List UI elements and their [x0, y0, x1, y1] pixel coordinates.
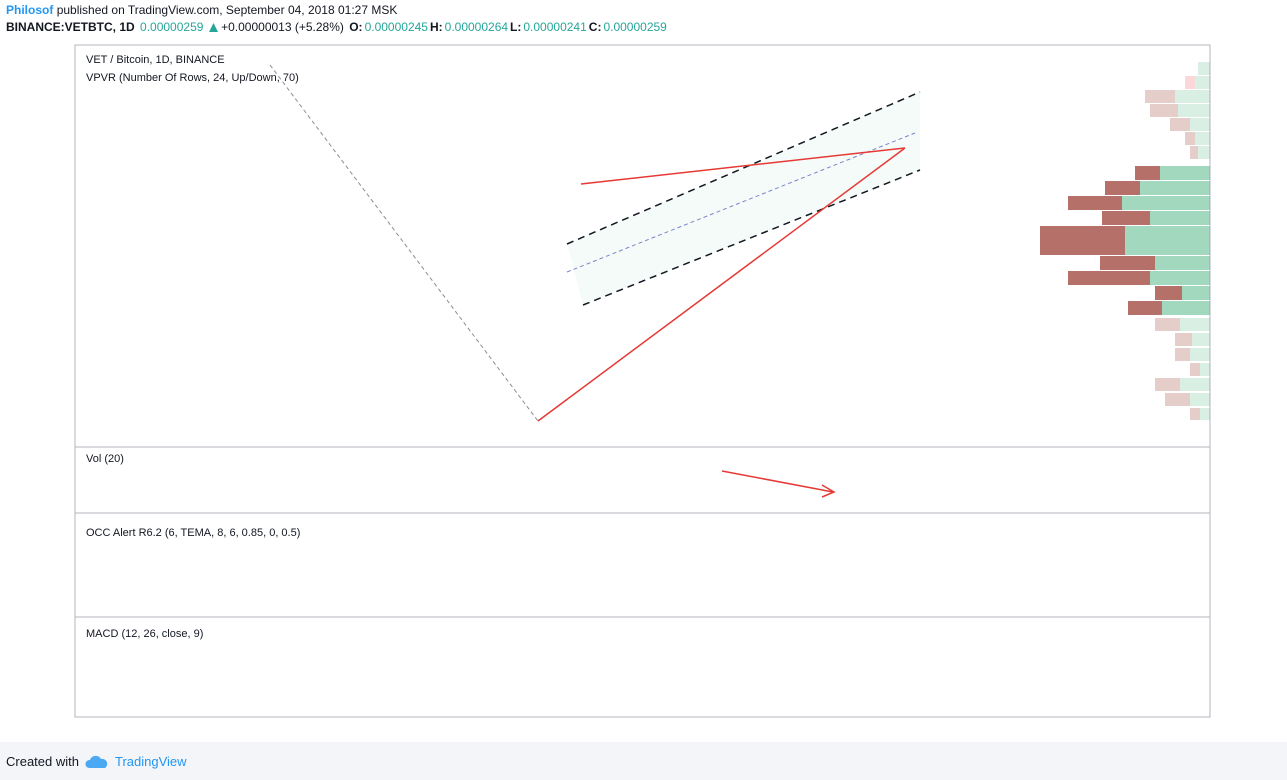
vpvr-row [1155, 286, 1182, 300]
drawings [269, 64, 921, 422]
vpvr-row [1190, 408, 1200, 420]
last-price: 0.00000259 [140, 20, 204, 34]
vpvr-row [1125, 226, 1210, 255]
vpvr-row [1190, 118, 1210, 131]
vpvr-row [1150, 211, 1210, 225]
vpvr-row [1182, 286, 1210, 300]
symbol: BINANCE:VETBTC, 1D [6, 20, 135, 34]
ohlc-key: L: [510, 20, 522, 34]
vpvr-row [1068, 196, 1122, 210]
header: Philosof published on TradingView.com, S… [6, 2, 671, 36]
arrow-head [821, 484, 836, 498]
vpvr-row [1195, 76, 1210, 89]
channel-fill [567, 92, 920, 305]
ohlc-key: O: [349, 20, 363, 34]
up-arrow [208, 23, 218, 32]
vpvr-row [1200, 363, 1210, 376]
logo [85, 755, 108, 768]
arrow-line [721, 470, 834, 493]
vpvr-row [1135, 166, 1160, 180]
vpvr-row [1192, 333, 1210, 346]
vpvr-row [1180, 378, 1210, 391]
publish-line: Philosof published on TradingView.com, S… [6, 2, 671, 19]
vpvr-row [1100, 256, 1155, 270]
published: published on TradingView.com, September … [56, 3, 398, 17]
vpvr-row [1068, 271, 1150, 285]
ohlc-key: C: [588, 20, 602, 34]
vpvr-row [1190, 363, 1200, 376]
brand: TradingView [114, 754, 187, 769]
channel-line [582, 169, 921, 306]
vpvr-row [1190, 146, 1198, 159]
vpvr-row [1040, 226, 1125, 255]
ohlc-value: 0.00000241 [523, 20, 587, 34]
vpvr-row [1155, 256, 1210, 270]
ohlc-value: 0.00000245 [364, 20, 428, 34]
vpvr-row [1170, 118, 1190, 131]
trend-line [269, 64, 539, 422]
ohlc-value: 0.00000264 [444, 20, 509, 34]
vpvr-row [1140, 181, 1210, 195]
vpvr-row [1128, 301, 1162, 315]
author: Philosof [6, 3, 54, 17]
vpvr-row [1150, 271, 1210, 285]
vpvr-row [1175, 348, 1190, 361]
vpvr-row [1145, 90, 1175, 103]
ohlc: O: 0.00000245 H: 0.00000264 L: 0.00000241 C: 0.… [349, 20, 669, 34]
footer: Created with TradingView [6, 754, 187, 769]
vpvr-row [1178, 104, 1210, 117]
wedge-line [580, 147, 906, 185]
vpvr-row [1102, 211, 1150, 225]
wedge-line [537, 147, 906, 422]
change: +0.00000013 (+5.28%) [221, 20, 344, 34]
indicator-title: OCC Alert R6.2 (6, TEMA, 8, 6, 0.85, 0, … [86, 527, 300, 539]
vpvr-row [1190, 393, 1210, 406]
quote-line: BINANCE:VETBTC, 1D 0.00000259 +0.0000001… [6, 19, 671, 36]
vpvr-row [1200, 408, 1210, 420]
vpvr-row [1195, 132, 1210, 145]
ohlc-value: 0.00000259 [603, 20, 667, 34]
created-with: Created with [6, 754, 79, 769]
vpvr-row [1190, 348, 1210, 361]
vpvr-row [1162, 301, 1210, 315]
vpvr-row [1198, 62, 1210, 75]
vpvr-row [1175, 90, 1210, 103]
vpvr [1040, 62, 1210, 420]
vpvr-row [1180, 318, 1210, 331]
channel-line [566, 91, 921, 245]
vpvr-row [1175, 333, 1192, 346]
indicator-title: Vol (20) [86, 453, 124, 465]
vpvr-row [1185, 76, 1195, 89]
vpvr-row [1185, 132, 1195, 145]
vpvr-row [1150, 104, 1178, 117]
indicator-title: MACD (12, 26, close, 9) [86, 628, 203, 640]
vpvr-row [1105, 181, 1140, 195]
chart-title: VET / Bitcoin, 1D, BINANCE [86, 54, 225, 66]
vpvr-row [1165, 393, 1190, 406]
indicator-title: VPVR (Number Of Rows, 24, Up/Down, 70) [86, 72, 299, 84]
vpvr-row [1122, 196, 1210, 210]
ohlc-key: H: [429, 20, 443, 34]
plot-frame [74, 44, 1211, 718]
vpvr-row [1198, 146, 1210, 159]
vpvr-row [1155, 318, 1180, 331]
volume-arrow [721, 470, 836, 498]
vpvr-row [1155, 378, 1180, 391]
vpvr-row [1160, 166, 1210, 180]
